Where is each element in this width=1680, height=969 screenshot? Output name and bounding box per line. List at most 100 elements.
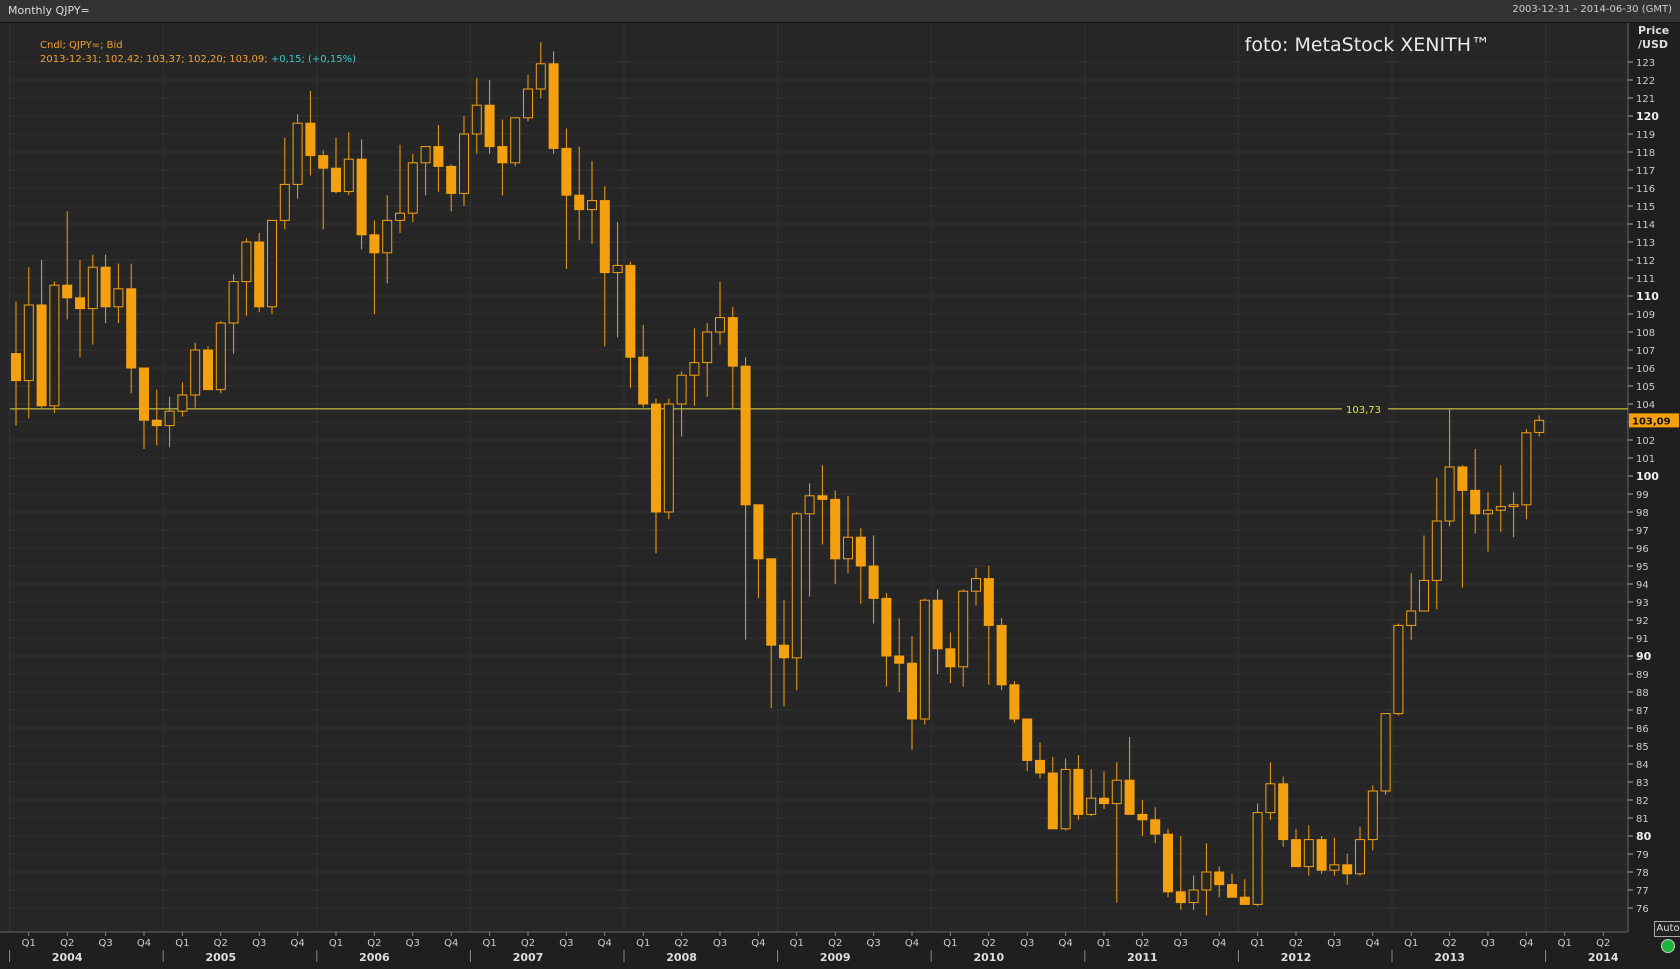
auto-scale-button[interactable]: Auto [1654,921,1680,937]
candle-body [1137,813,1148,821]
candle-body [753,504,764,560]
candle-body [625,264,636,358]
candle-body [983,578,994,626]
candle-body [574,194,585,211]
x-quarter-label: Q4 [444,938,458,949]
y-tick-label: 78 [1636,868,1649,879]
candle-body [331,167,341,193]
candle-body [1201,871,1212,891]
candle-body [919,599,930,720]
x-quarter-label: Q2 [1596,938,1610,949]
candle-body [126,288,137,369]
candle-body [395,212,405,221]
candle-body [1150,819,1161,835]
candle-body [779,644,789,659]
candle-body [420,146,431,164]
last-price-label: 103,09 [1632,416,1671,427]
candle-body [267,219,277,308]
axis-unit-currency: /USD [1638,38,1669,51]
x-quarter-label: Q3 [559,938,573,949]
candle-body [1214,871,1225,886]
x-quarter-label: Q1 [1250,938,1264,949]
candle-body [996,624,1007,686]
candle-body [843,536,853,560]
candle-body [1252,812,1263,905]
candle-body [958,590,969,668]
candle-body [1073,768,1084,815]
candle-body [1329,864,1340,871]
y-tick-label: 113 [1636,238,1655,249]
candle-body [702,331,713,364]
candle-body [830,498,841,560]
candle-body [1534,419,1545,433]
candle-body [599,200,610,274]
candle-body [638,356,649,405]
candle-body [164,410,175,427]
y-tick-label: 116 [1636,184,1655,195]
candle-body [471,104,482,135]
x-quarter-label: Q3 [713,938,727,949]
y-tick-label: 111 [1636,274,1655,285]
y-tick-label: 81 [1636,814,1649,825]
candle-body [87,266,98,310]
candle-body [561,147,572,196]
candle-body [1291,839,1301,868]
candle-body [23,304,34,382]
x-quarter-label: Q4 [1519,938,1533,949]
y-tick-label: 123 [1636,58,1655,69]
y-tick-label: 97 [1636,526,1649,537]
candle-body [1483,509,1493,515]
y-tick-label: 77 [1636,886,1649,897]
x-quarter-label: Q4 [1212,938,1226,949]
candle-body [36,304,47,407]
y-tick-label: 93 [1636,598,1649,609]
x-year-label: 2014 [1588,951,1619,964]
y-tick-label: 121 [1636,94,1655,105]
candle-body [971,578,981,592]
y-tick-label: 119 [1636,130,1655,141]
candle-body [523,88,533,119]
y-tick-label: 109 [1636,310,1655,321]
candle-body [766,558,777,646]
candle-body [1406,610,1417,626]
x-quarter-label: Q2 [1135,938,1149,949]
y-tick-label: 90 [1636,650,1652,663]
candle-body [1419,579,1429,612]
x-quarter-label: Q2 [674,938,688,949]
x-quarter-label: Q3 [866,938,880,949]
candle-body [356,158,367,236]
reference-line-label: 103,73 [1346,405,1381,416]
x-quarter-label: Q4 [137,938,151,949]
candle-body [1227,884,1237,898]
candle-body [1060,768,1071,830]
candle-body [1367,790,1378,841]
x-quarter-label: Q4 [598,938,612,949]
x-year-label: 2011 [1127,951,1158,964]
time-axis [0,932,1628,969]
candle-body [855,536,866,567]
candle-body [177,394,188,412]
y-tick-label: 88 [1636,688,1649,699]
candle-body [1431,520,1442,581]
x-year-label: 2007 [513,951,544,964]
x-quarter-label: Q3 [1020,938,1034,949]
x-quarter-label: Q2 [828,938,842,949]
candle-body [446,165,457,194]
y-tick-label: 80 [1636,830,1652,843]
candle-body [407,162,418,214]
candle-body [1342,864,1353,875]
x-quarter-label: Q2 [982,938,996,949]
x-quarter-label: Q1 [1404,938,1418,949]
candle-body [1470,489,1481,515]
y-tick-label: 95 [1636,562,1649,573]
y-tick-label: 114 [1636,220,1655,231]
x-quarter-label: Q3 [406,938,420,949]
y-tick-label: 85 [1636,742,1649,753]
x-quarter-label: Q2 [1289,938,1303,949]
candle-body [817,495,828,500]
candle-body [484,104,495,148]
x-year-label: 2006 [359,951,390,964]
